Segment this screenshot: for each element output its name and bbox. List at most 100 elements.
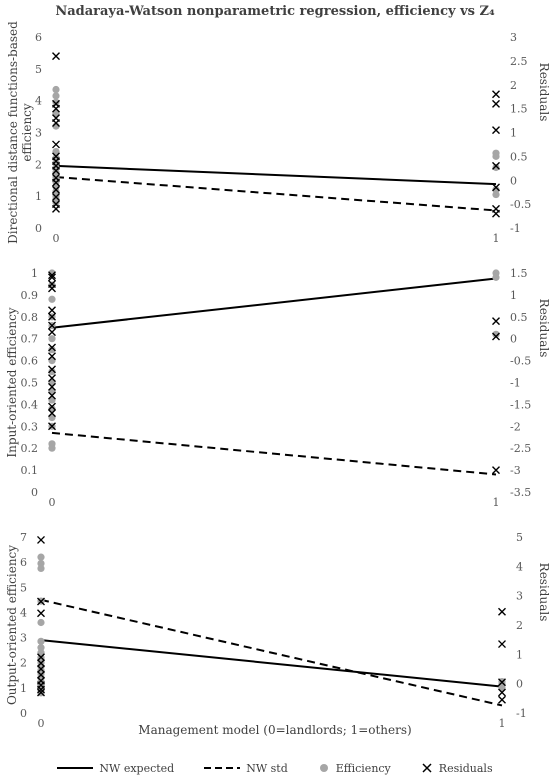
y-tick-label: 6 (35, 31, 42, 44)
efficiency-point (492, 330, 500, 338)
residual-point (37, 670, 45, 679)
y2-tick-label: -3 (510, 464, 521, 477)
y-tick-label: 0.3 (21, 420, 39, 433)
nw-expected-line (40, 639, 503, 688)
y-tick-label: 0.2 (21, 442, 39, 455)
legend-item-nw-std: NW std (204, 762, 288, 775)
y2-tick-label: 0.5 (510, 311, 528, 324)
legend-solid-line-icon (57, 767, 94, 769)
residual-point (37, 609, 45, 618)
y-axis-label: efficiency (20, 103, 34, 162)
residual-point (52, 52, 60, 61)
efficiency-point (52, 109, 60, 117)
residual-point (492, 209, 500, 218)
residual-point (37, 659, 45, 668)
y2-tick-label: 2.5 (510, 55, 528, 68)
efficiency-point (492, 190, 500, 199)
residual-point (52, 118, 60, 127)
efficiency-point (52, 85, 60, 94)
residual-point (48, 343, 56, 352)
y-tick-label: 4 (20, 606, 27, 619)
x-tick-label: 0 (38, 717, 45, 730)
efficiency-point (37, 559, 45, 568)
residual-point (48, 365, 56, 374)
y2-tick-label: -0.5 (510, 355, 531, 368)
residual-point (48, 271, 56, 280)
legend-dashed-line-icon (204, 767, 241, 769)
y2-tick-label: 2 (510, 79, 517, 92)
y-axis-label: Directional distance functions-based (6, 21, 20, 244)
residual-point (37, 688, 45, 697)
legend-item-residuals: Residuals (421, 762, 493, 775)
residual-point (52, 178, 60, 187)
residual-point (48, 391, 56, 400)
residual-point (48, 321, 56, 330)
y-tick-label: 0.9 (21, 289, 39, 302)
legend-item-efficiency: Efficiency (318, 762, 391, 775)
efficiency-point (37, 553, 45, 561)
residual-point (52, 185, 60, 194)
y2-tick-label: -1 (510, 377, 521, 390)
x-tick-label: 1 (499, 717, 506, 730)
residual-point (498, 607, 506, 616)
nw-expected-line (51, 277, 497, 329)
y-tick-label: 0.4 (21, 398, 39, 411)
nw-expected-line (55, 164, 497, 186)
y-tick-label: 0 (31, 486, 38, 499)
y2-tick-label: 2 (516, 619, 523, 632)
y2-tick-label: 0 (510, 174, 517, 187)
x-tick-label: 0 (49, 496, 56, 509)
y-tick-label: 7 (20, 531, 27, 544)
efficiency-point (48, 444, 56, 452)
legend-dot-icon (319, 764, 328, 772)
y-tick-label: 3 (20, 632, 27, 645)
y-tick-label: 4 (35, 95, 42, 108)
y2-tick-label: -0.5 (510, 198, 531, 211)
efficiency-point (37, 637, 45, 645)
y-tick-label: 0.7 (21, 333, 39, 346)
y-tick-label: 0.1 (21, 464, 39, 477)
legend-label-residuals: Residuals (438, 761, 493, 775)
y-axis-label: Output-oriented efficiency (5, 545, 19, 705)
x-tick-label: 1 (493, 232, 500, 245)
residual-point (492, 317, 500, 326)
residual-point (48, 306, 56, 315)
x-axis-label: Management model (0=landlords; 1=others) (138, 723, 412, 737)
residual-point (37, 653, 45, 662)
efficiency-point (52, 198, 60, 207)
y2-tick-label: -2 (510, 420, 521, 433)
residual-point (498, 640, 506, 649)
chart-title: Nadaraya-Watson nonparametric regression… (55, 4, 495, 19)
residual-point (48, 273, 56, 282)
residual-point (37, 535, 45, 544)
y2-tick-label: -2.5 (510, 442, 531, 455)
efficiency-point (37, 644, 45, 652)
y-tick-label: 0 (20, 707, 27, 720)
y-axis-label: Input-oriented efficiency (5, 307, 19, 457)
y-tick-label: 5 (20, 581, 27, 594)
y-tick-label: 2 (35, 158, 42, 171)
residual-point (48, 422, 56, 431)
residual-point (492, 332, 500, 341)
y2-tick-label: 1 (516, 648, 523, 661)
y-tick-label: 1 (35, 190, 42, 203)
residual-point (52, 166, 60, 175)
y-tick-label: 0.6 (21, 355, 39, 368)
y2-tick-label: 3 (516, 590, 523, 603)
y-tick-label: 2 (20, 657, 27, 670)
y2-axis-label: Residuals (537, 299, 550, 358)
y2-tick-label: 3 (510, 31, 517, 44)
residual-point (492, 99, 500, 108)
efficiency-point (498, 684, 506, 692)
residual-point (48, 374, 56, 383)
efficiency-point (492, 152, 500, 160)
residual-point (52, 104, 60, 113)
nw-std-line (40, 598, 503, 707)
y2-tick-label: -1 (516, 707, 527, 720)
efficiency-point (492, 163, 500, 172)
residual-point (492, 183, 500, 192)
y2-tick-label: -3.5 (510, 486, 531, 499)
residual-point (37, 597, 45, 606)
residual-point (498, 688, 506, 697)
